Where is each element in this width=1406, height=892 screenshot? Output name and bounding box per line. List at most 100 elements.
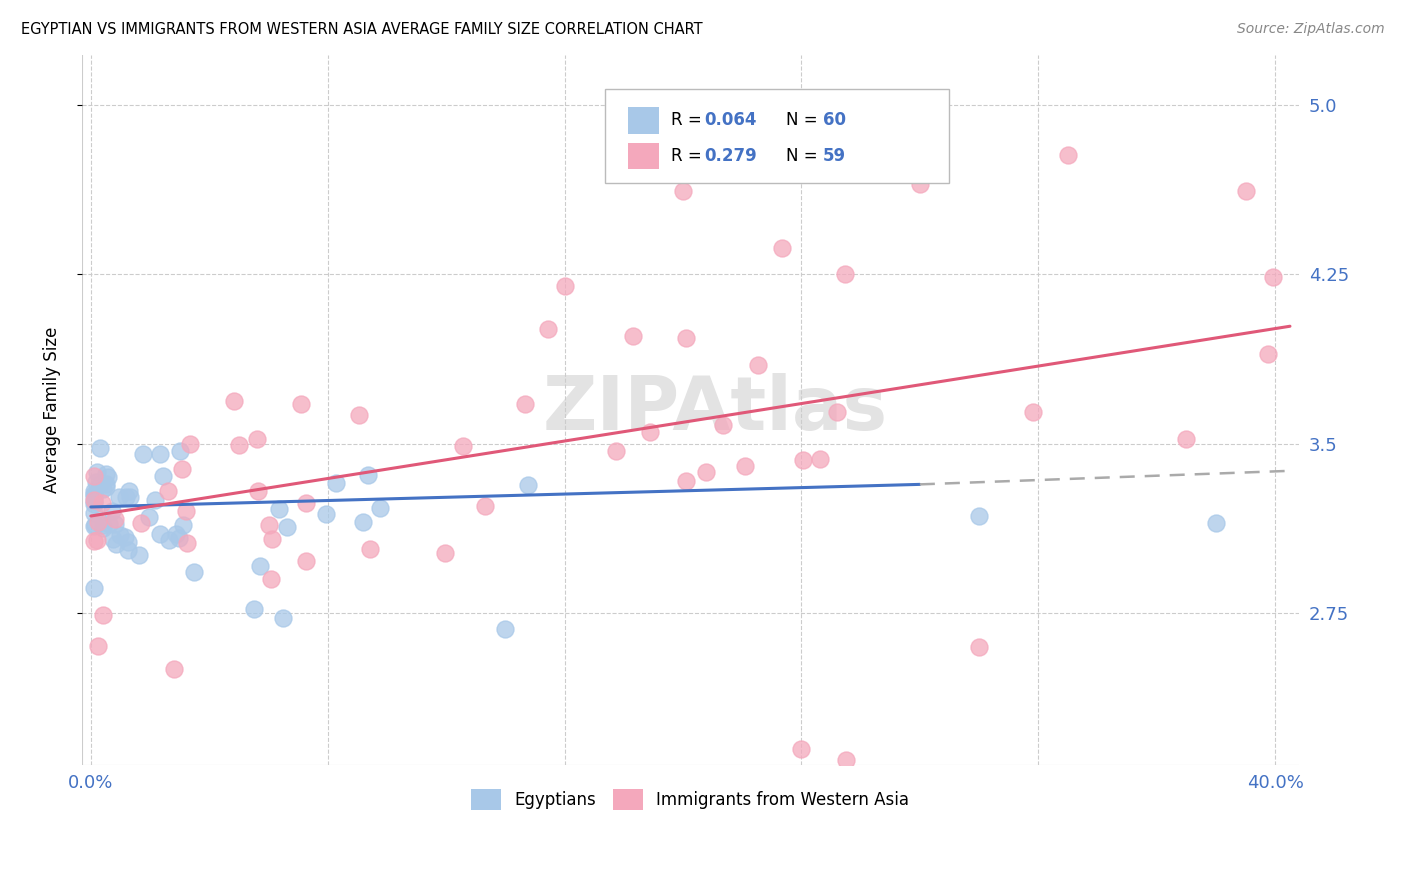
Point <box>94 477 117 491</box>
Point <box>94 467 117 481</box>
Point <box>83 469 105 483</box>
Point <box>89 476 111 491</box>
Point <box>770 241 793 255</box>
Point <box>834 267 856 281</box>
Point <box>115 490 138 504</box>
Point <box>315 508 337 522</box>
Point <box>84 475 107 490</box>
Text: ZIPAtlas: ZIPAtlas <box>543 374 887 446</box>
Point <box>93 608 115 623</box>
Point <box>152 469 174 483</box>
Point <box>86 465 108 479</box>
Point <box>104 512 127 526</box>
Point <box>967 508 990 523</box>
Point <box>91 518 114 533</box>
Text: R =: R = <box>671 147 707 165</box>
Point <box>621 329 644 343</box>
Point <box>276 520 298 534</box>
Point <box>83 492 105 507</box>
Point <box>827 405 849 419</box>
Point <box>101 532 124 546</box>
Point <box>110 528 132 542</box>
Point <box>83 581 105 595</box>
Point <box>1175 432 1198 446</box>
Point <box>87 639 110 653</box>
Point <box>516 478 538 492</box>
Point <box>176 536 198 550</box>
Point <box>169 443 191 458</box>
Point <box>554 278 576 293</box>
Point <box>605 444 627 458</box>
Point <box>83 519 105 533</box>
Point <box>83 483 105 498</box>
Point <box>104 537 127 551</box>
Point <box>83 498 105 512</box>
Text: N =: N = <box>786 112 823 129</box>
Legend: Egyptians, Immigrants from Western Asia: Egyptians, Immigrants from Western Asia <box>465 783 917 816</box>
Text: 0.279: 0.279 <box>704 147 758 165</box>
Point <box>83 489 105 503</box>
Point <box>711 417 734 432</box>
Point <box>94 480 117 494</box>
Point <box>638 425 661 439</box>
Point <box>83 487 105 501</box>
Point <box>117 534 139 549</box>
Point <box>294 496 316 510</box>
Point <box>103 517 125 532</box>
Point <box>114 530 136 544</box>
Text: R =: R = <box>671 112 707 129</box>
Point <box>228 438 250 452</box>
Point <box>170 462 193 476</box>
Point <box>792 453 814 467</box>
Point <box>1234 184 1257 198</box>
Point <box>86 533 108 547</box>
Point <box>294 554 316 568</box>
Point <box>132 447 155 461</box>
Text: 60: 60 <box>823 112 845 129</box>
Point <box>87 515 110 529</box>
Point <box>118 491 141 505</box>
Point <box>513 397 536 411</box>
Point <box>290 397 312 411</box>
Text: 59: 59 <box>823 147 845 165</box>
Point <box>734 459 756 474</box>
Point <box>1257 347 1279 361</box>
Text: Source: ZipAtlas.com: Source: ZipAtlas.com <box>1237 22 1385 37</box>
Point <box>368 500 391 515</box>
Point <box>349 408 371 422</box>
Point <box>247 484 270 499</box>
Point <box>1261 270 1284 285</box>
Text: N =: N = <box>786 147 823 165</box>
Point <box>267 501 290 516</box>
Point <box>474 499 496 513</box>
Point <box>1057 147 1080 161</box>
Point <box>83 506 105 520</box>
Point <box>97 516 120 531</box>
Point <box>271 610 294 624</box>
Point <box>157 533 180 548</box>
Point <box>117 543 139 558</box>
Point <box>494 622 516 636</box>
Point <box>183 565 205 579</box>
Point <box>246 432 269 446</box>
Point <box>91 482 114 496</box>
Point <box>118 483 141 498</box>
Point <box>167 531 190 545</box>
Point <box>163 661 186 675</box>
Point <box>747 358 769 372</box>
Point <box>675 475 697 489</box>
Point <box>108 490 131 504</box>
Point <box>672 184 695 198</box>
Point <box>260 533 283 547</box>
Point <box>149 447 172 461</box>
Y-axis label: Average Family Size: Average Family Size <box>44 326 60 493</box>
Point <box>675 331 697 345</box>
Point <box>138 510 160 524</box>
Point <box>83 494 105 508</box>
Point <box>260 572 283 586</box>
Point <box>179 437 201 451</box>
Point <box>352 516 374 530</box>
Point <box>835 753 858 767</box>
Point <box>128 548 150 562</box>
Point <box>89 441 111 455</box>
